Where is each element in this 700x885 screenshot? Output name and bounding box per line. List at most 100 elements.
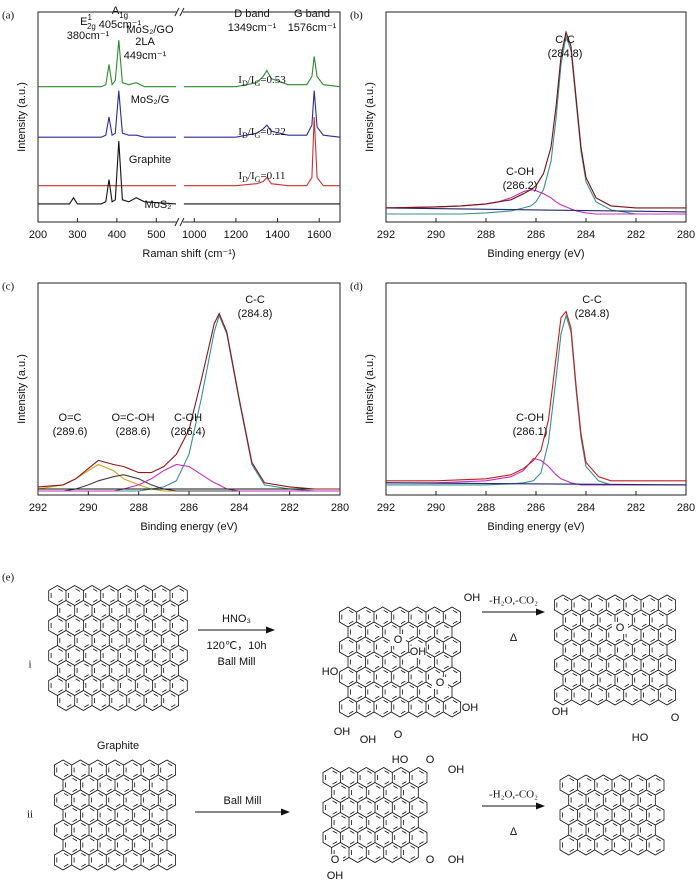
x-tick-label: 288 [477,229,495,241]
reaction-condition: 120℃，10h [206,640,266,652]
annotation-run: D [242,175,248,184]
reaction-condition: Δ [510,632,518,644]
annotation: C-C [555,34,575,46]
reaction-condition: -H₂O,-CO₂ [489,789,538,801]
annotation-run: (289.6) [53,426,88,438]
x-tick-label: 1000 [182,229,206,241]
molecule-structure [54,759,176,871]
annotation: O=C-OH [111,412,154,424]
x-tick-label: 1600 [307,229,331,241]
x-tick-label: 284 [230,502,248,514]
x-tick-label: 284 [577,502,595,514]
molecule-structure [339,606,461,718]
annotation-run: (286.2) [503,180,538,192]
series-line [385,482,687,486]
annotation: (284.8) [575,308,610,320]
annotation-run: /I [248,170,255,182]
x-tick-label: 280 [677,229,695,241]
annotation: 380cm⁻¹ [67,30,110,42]
annotation-run: O=C [59,412,82,424]
x-tick-label: 290 [427,502,445,514]
y-axis-title: Intensity (a.u.) [16,82,28,152]
panel-label: (d) [350,281,363,293]
group-label-bg [390,729,406,741]
group-label-bg [390,634,406,646]
group-label-bg [422,854,438,866]
x-tick-label: 300 [68,229,86,241]
x-axis-title: Binding energy (eV) [487,521,584,533]
annotation: C-OH [174,412,202,424]
annotation-run: G [254,131,260,140]
x-tick-label: 400 [108,229,126,241]
structure-caption: Graphite [97,740,139,752]
functional-group: OH [327,870,344,882]
annotation: 2LA [135,36,155,48]
arrow-head [266,626,275,634]
annotation: ID/IG=0.22 [238,126,285,141]
axis-break-gap [176,220,183,224]
group-label-bg [334,726,350,738]
x-tick-label: 1200 [224,229,248,241]
annotation-run: C-C [245,294,265,306]
x-tick-label: 1400 [265,229,289,241]
annotation: E1 2g [80,13,96,31]
x-tick-label: 200 [29,229,47,241]
annotation-run: C-C [555,34,575,46]
series-line [183,116,340,187]
y-axis-title: Intensity (a.u.) [364,82,376,152]
axis-break-mark [174,7,180,17]
x-tick-label: 282 [280,502,298,514]
annotation-run: G band [294,8,330,20]
group-label-bg [327,870,343,882]
functional-group: O [394,634,403,646]
plot-frame [385,282,687,496]
reaction-condition: Ball Mill [224,795,262,807]
functional-group: OH [360,734,377,746]
annotation-run: C-OH [174,412,202,424]
x-tick-label: 500 [147,229,165,241]
panel-label: (a) [2,10,15,22]
group-label-bg [322,666,338,678]
group-label-bg [552,706,568,718]
x-tick-label: 290 [79,502,97,514]
functional-group: HO [392,754,409,766]
series-line [38,463,340,492]
annotation-run: /I [248,74,255,86]
x-tick-label: 292 [377,502,395,514]
reaction-condition: -H₂O,-CO₂ [489,595,538,607]
annotation-run: /I [248,126,255,138]
annotation-run: (288.6) [116,426,151,438]
x-tick-label: 286 [180,502,198,514]
annotation-run: C-OH [516,412,544,424]
group-label-bg [360,734,376,746]
annotation: (288.6) [116,426,151,438]
annotation-run: 1576cm⁻¹ [288,22,337,34]
x-tick-label: 292 [29,502,47,514]
arrow-head [536,608,545,616]
series-label: MoS₂/GO [126,24,174,36]
reaction-condition: Δ [510,826,518,838]
x-tick-label: 282 [627,502,645,514]
annotation-run: I [238,126,242,138]
panel-label: (e) [2,572,15,584]
annotation: (289.6) [53,426,88,438]
annotation: (286.4) [171,426,206,438]
functional-group: OH [448,764,465,776]
molecule-structure [559,774,665,856]
functional-group: OH [462,702,479,714]
annotation-run: I [238,74,242,86]
series-line [183,90,341,138]
group-label-bg [448,854,464,866]
annotation-run: D [242,131,248,140]
group-label-bg [327,854,343,866]
x-tick-label: 286 [527,502,545,514]
x-tick-label: 284 [577,229,595,241]
group-label-bg [448,764,464,776]
annotation: 449cm⁻¹ [124,50,167,62]
panel-label: (b) [350,10,363,22]
x-axis-title: Binding energy (eV) [140,521,237,533]
functional-group: O [436,677,445,689]
annotation: ID/IG=0.53 [238,74,286,89]
annotation: C-C [582,294,602,306]
functional-group: O [394,729,403,741]
